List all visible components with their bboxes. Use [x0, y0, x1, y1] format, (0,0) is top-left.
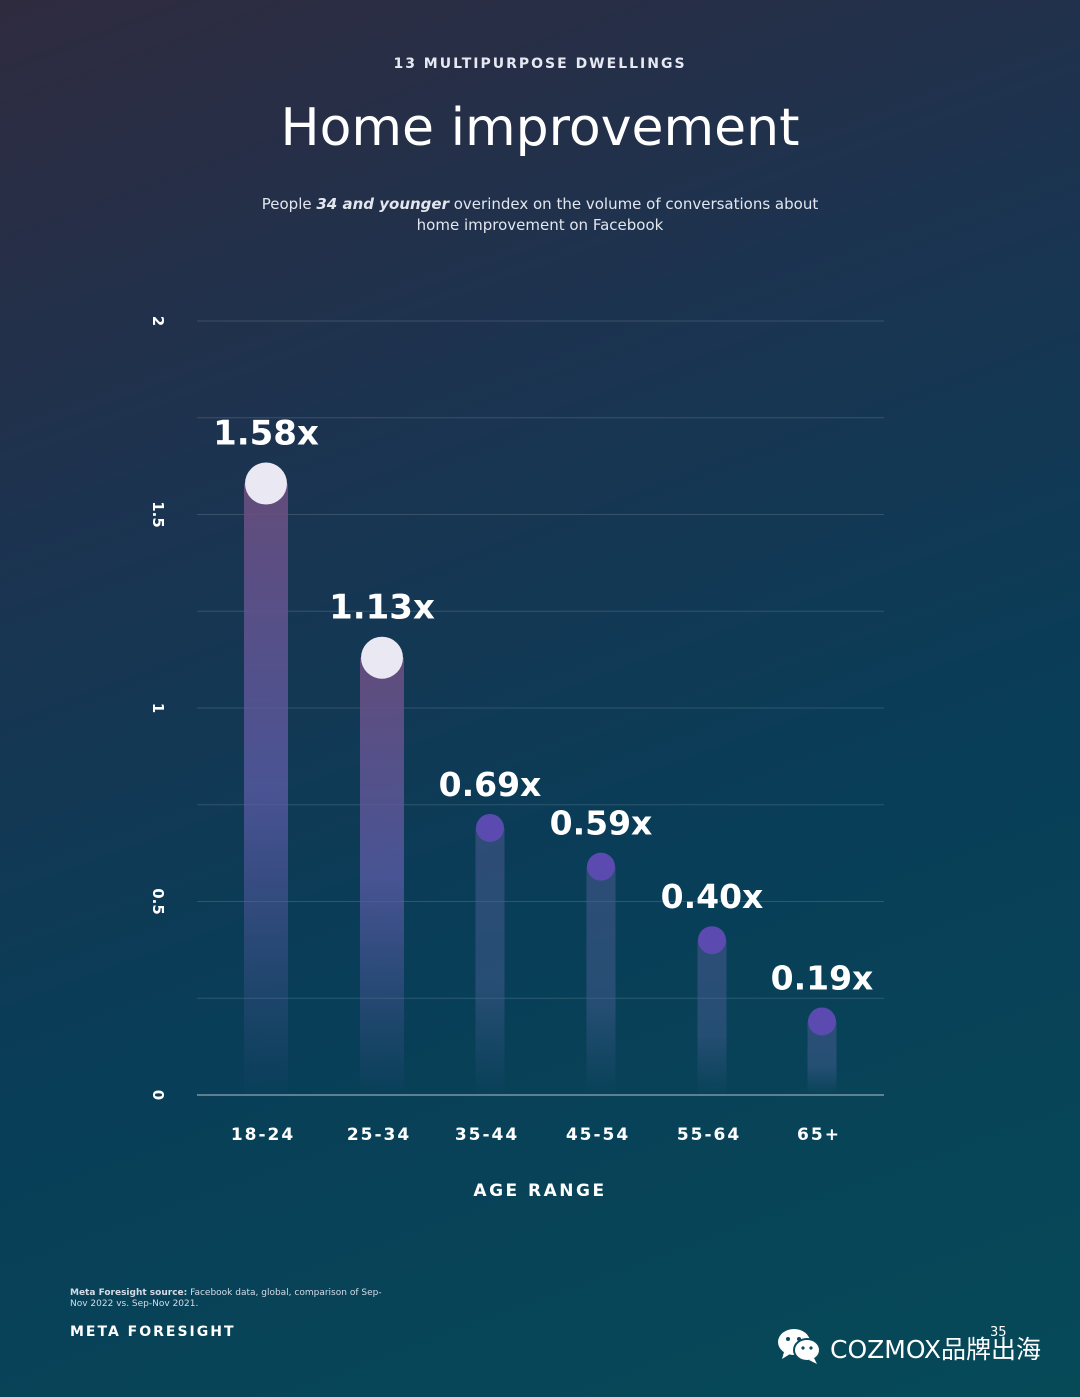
watermark-text: COZMOX品牌出海: [830, 1335, 1042, 1364]
y-tick-label: 2: [149, 316, 167, 326]
data-point: [698, 926, 726, 955]
data-label: 1.58x: [213, 414, 319, 454]
subtitle: People 34 and younger overindex on the v…: [240, 194, 840, 236]
source-label: Meta Foresight source:: [70, 1288, 188, 1298]
data-label: 1.13x: [329, 588, 435, 628]
x-axis-title: AGE RANGE: [473, 1181, 606, 1201]
brand-name: META FORESIGHT: [70, 1324, 236, 1340]
page-number: 35: [990, 1325, 1007, 1340]
data-point: [476, 813, 504, 842]
source-note: Meta Foresight source: Facebook data, gl…: [70, 1288, 390, 1310]
bar-chart: 0 0.5 1 1.5 2 1.58x 18-24 1.13x 25-34 0.69x 35-44 0…: [149, 316, 874, 1201]
data-label: 0.19x: [771, 958, 874, 997]
data-label: 0.40x: [661, 877, 764, 916]
x-tick-label: 18-24: [231, 1125, 295, 1145]
y-tick-label: 1: [149, 703, 167, 713]
x-tick-label: 25-34: [347, 1125, 411, 1145]
y-tick-label: 1.5: [149, 501, 167, 528]
section-eyebrow: 13 MULTIPURPOSE DWELLINGS: [393, 56, 687, 72]
subtitle-pre: People: [261, 195, 317, 213]
x-tick-label: 45-54: [566, 1125, 630, 1145]
page-title: Home improvement: [280, 98, 800, 158]
watermark: COZMOX品牌出海: [776, 1328, 1041, 1368]
wechat-icon: [776, 1326, 822, 1370]
data-point: [587, 852, 615, 881]
bar: [697, 940, 727, 1095]
subtitle-emphasis: 34 and younger: [316, 195, 449, 213]
data-point: [361, 636, 403, 679]
source-text: Facebook data, global, comparison of Sep…: [70, 1288, 382, 1309]
data-label: 0.59x: [550, 804, 653, 843]
data-point: [808, 1007, 836, 1036]
data-label: 0.69x: [439, 765, 542, 804]
data-point: [245, 462, 287, 505]
bar: [475, 827, 505, 1095]
bar: [360, 657, 404, 1095]
y-tick-label: 0.5: [149, 888, 167, 915]
bar: [586, 866, 616, 1095]
x-tick-label: 65+: [797, 1125, 841, 1145]
y-tick-label: 0: [149, 1090, 167, 1100]
x-tick-label: 55-64: [677, 1125, 741, 1145]
x-tick-label: 35-44: [455, 1125, 519, 1145]
subtitle-post: overindex on the volume of conversations…: [416, 195, 819, 234]
bar: [244, 483, 288, 1095]
